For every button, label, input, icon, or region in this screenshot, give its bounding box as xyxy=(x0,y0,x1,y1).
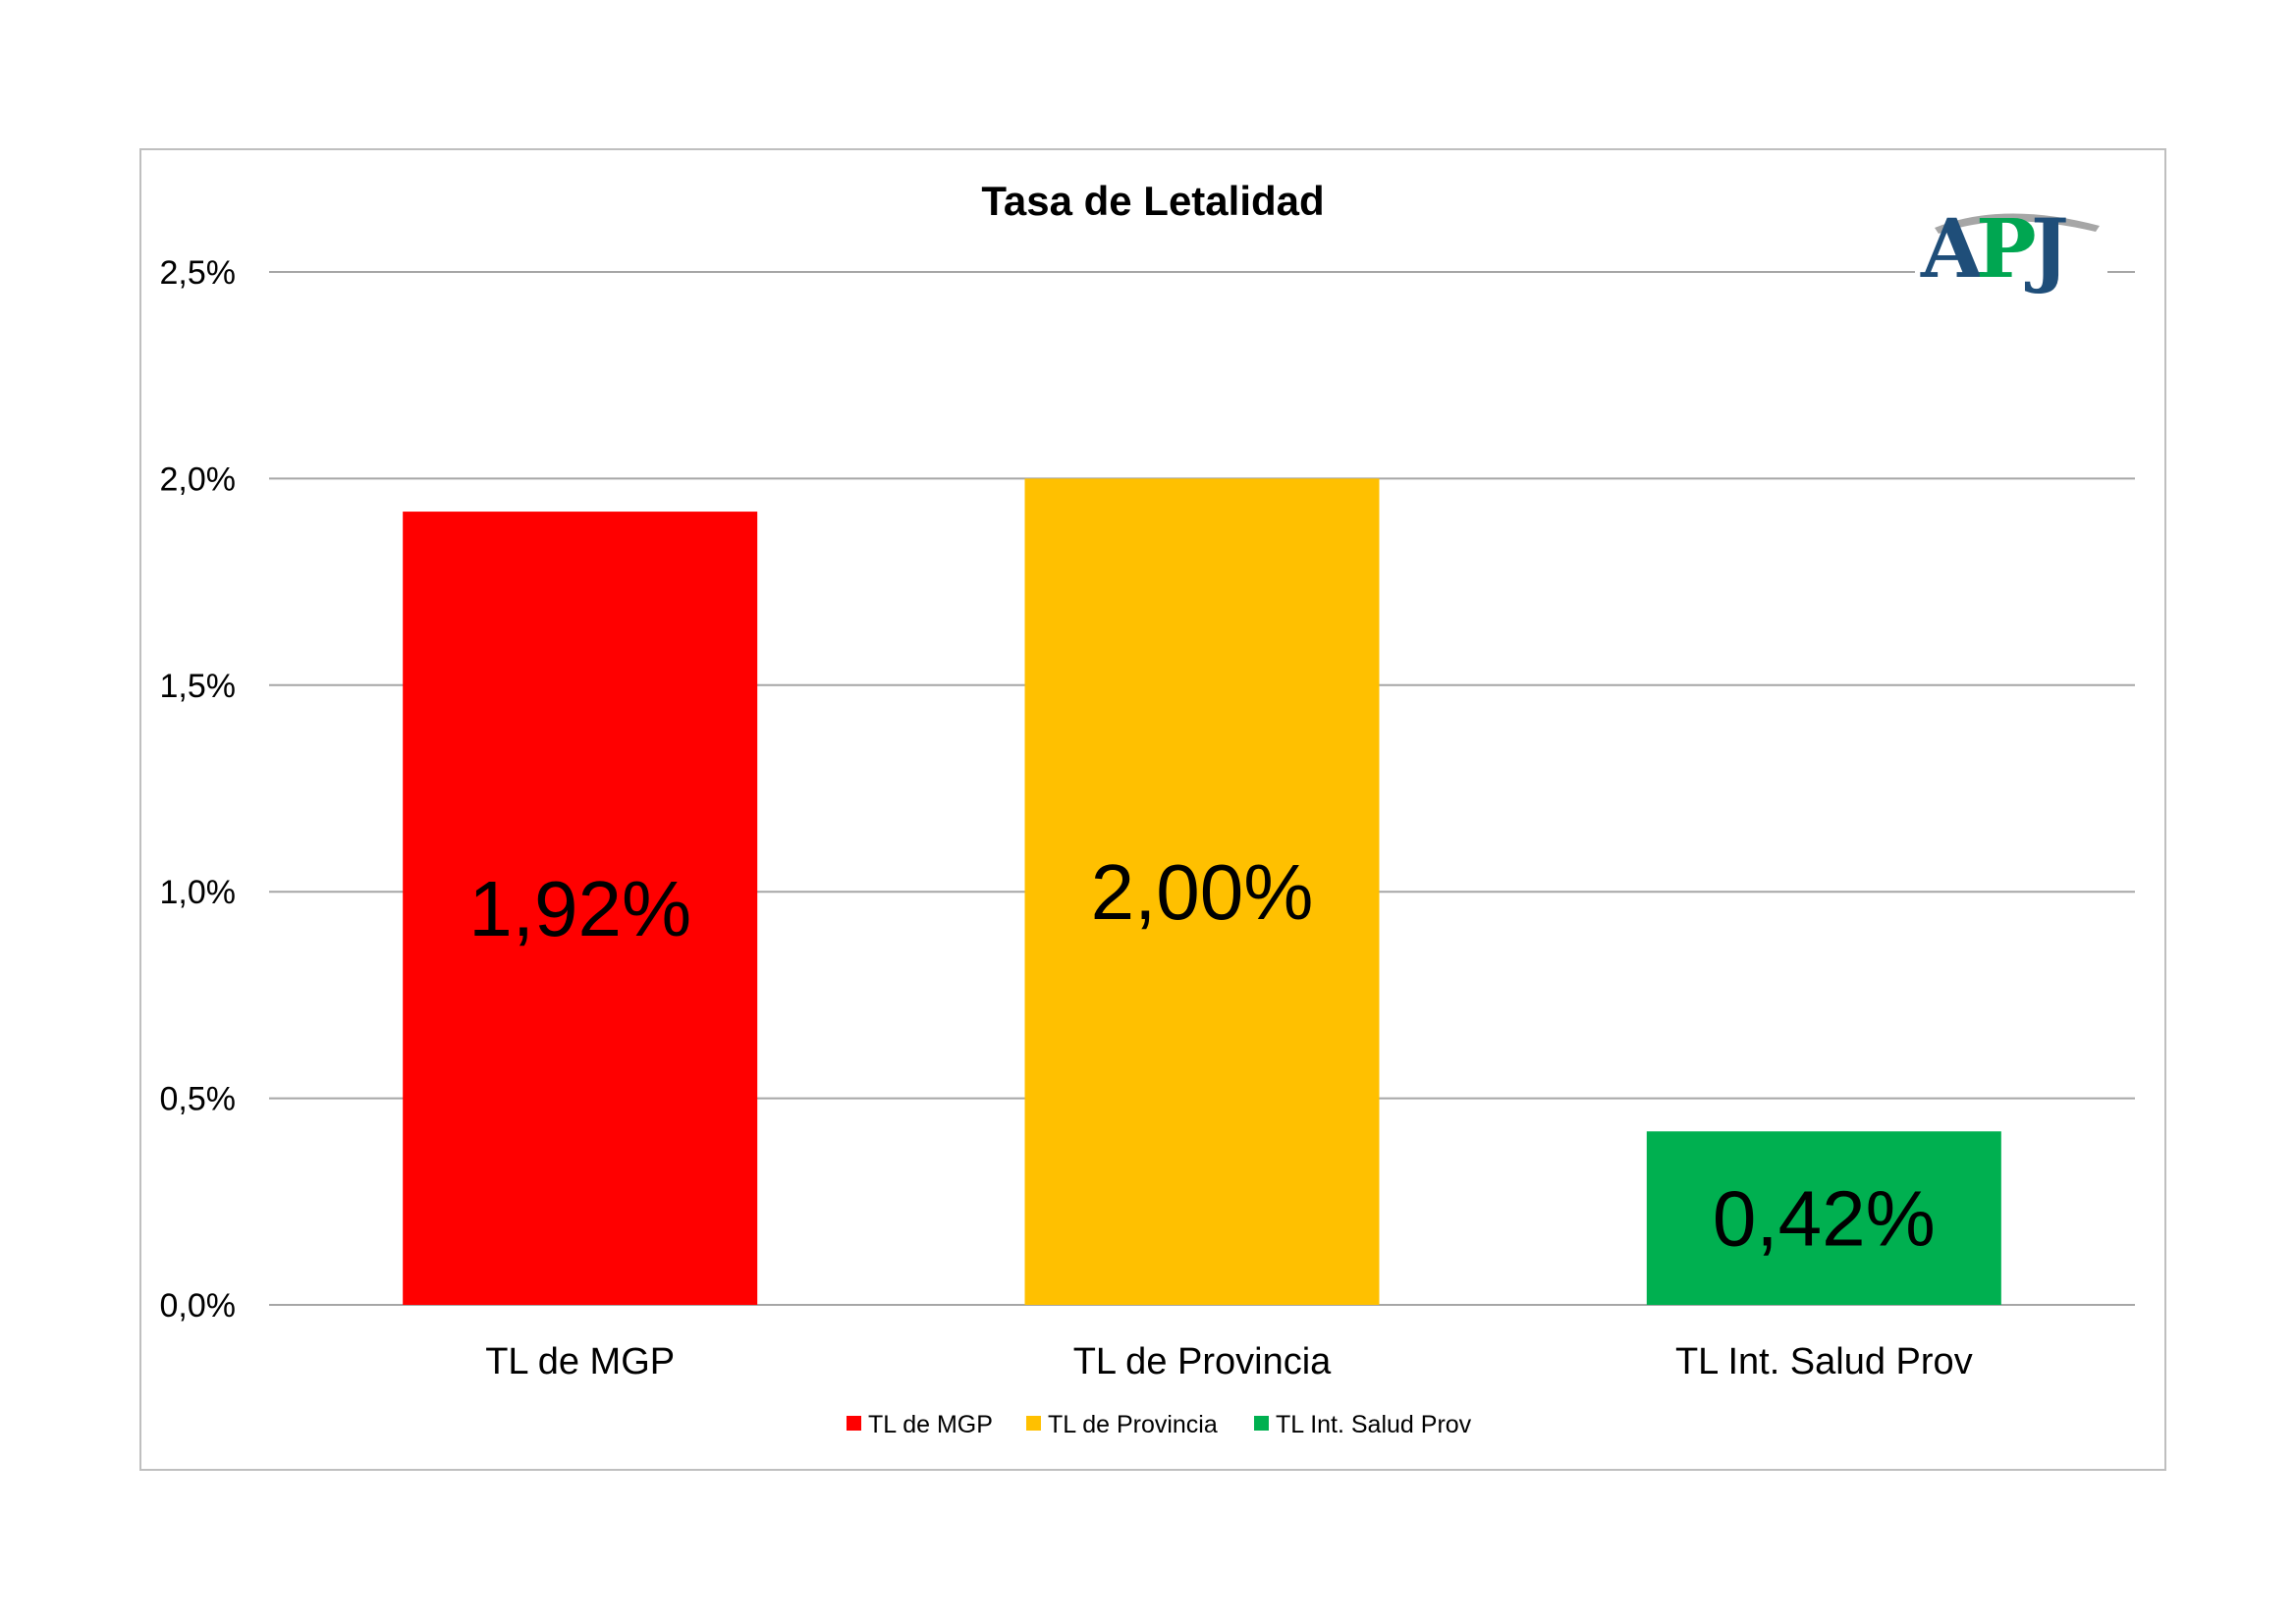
data-label: 1,92% xyxy=(468,865,691,952)
y-tick-label: 0,0% xyxy=(160,1287,237,1325)
data-labels: 1,92% 2,00% 0,42% xyxy=(468,848,1936,1262)
bar-2 xyxy=(1024,478,1380,1305)
legend-label: TL de Provincia xyxy=(1048,1411,1218,1438)
logo-letter-j: J xyxy=(2025,202,2069,297)
logo-letter-a: A xyxy=(1920,202,1985,297)
legend-label: TL de MGP xyxy=(868,1411,993,1438)
x-category-label: TL de Provincia xyxy=(1073,1341,1332,1382)
y-tick-label: 0,5% xyxy=(160,1081,237,1118)
legend-swatch xyxy=(847,1416,861,1431)
legend-swatch xyxy=(1026,1416,1041,1431)
legend-label: TL Int. Salud Prov xyxy=(1276,1411,1472,1438)
y-tick-label: 2,5% xyxy=(160,254,237,292)
bars xyxy=(403,478,2001,1305)
legend: TL de MGP TL de Provincia TL Int. Salud Pr… xyxy=(847,1411,1472,1438)
legend-item: TL de Provincia xyxy=(1026,1411,1218,1438)
x-axis-categories: TL de MGP TL de Provincia TL Int. Salud Pr… xyxy=(485,1341,1972,1382)
x-category-label: TL de MGP xyxy=(485,1341,675,1382)
chart-frame: 1,92% 2,00% 0,42% 0,0% 0,5% 1,0% 1,5% 2,0% 2,5%… xyxy=(139,148,2166,1471)
logo-letter-p: P xyxy=(1976,202,2037,297)
bar-chart: 1,92% 2,00% 0,42% 0,0% 0,5% 1,0% 1,5% 2,0% 2,5%… xyxy=(160,178,2135,1438)
bar-1 xyxy=(403,512,758,1305)
y-tick-label: 1,0% xyxy=(160,874,237,911)
logo-swoosh xyxy=(1935,213,2100,234)
chart-title: Tasa de Letalidad xyxy=(981,178,1324,224)
legend-item: TL Int. Salud Prov xyxy=(1254,1411,1472,1438)
apj-logo: A P J xyxy=(1915,202,2107,297)
data-label: 0,42% xyxy=(1713,1175,1936,1263)
y-axis-ticks: 0,0% 0,5% 1,0% 1,5% 2,0% 2,5% xyxy=(160,254,237,1325)
y-tick-label: 1,5% xyxy=(160,668,237,705)
legend-item: TL de MGP xyxy=(847,1411,993,1438)
bar-3 xyxy=(1646,1131,2001,1305)
data-label: 2,00% xyxy=(1091,848,1314,936)
y-tick-label: 2,0% xyxy=(160,460,237,498)
x-category-label: TL Int. Salud Prov xyxy=(1675,1341,1973,1382)
legend-swatch xyxy=(1254,1416,1269,1431)
